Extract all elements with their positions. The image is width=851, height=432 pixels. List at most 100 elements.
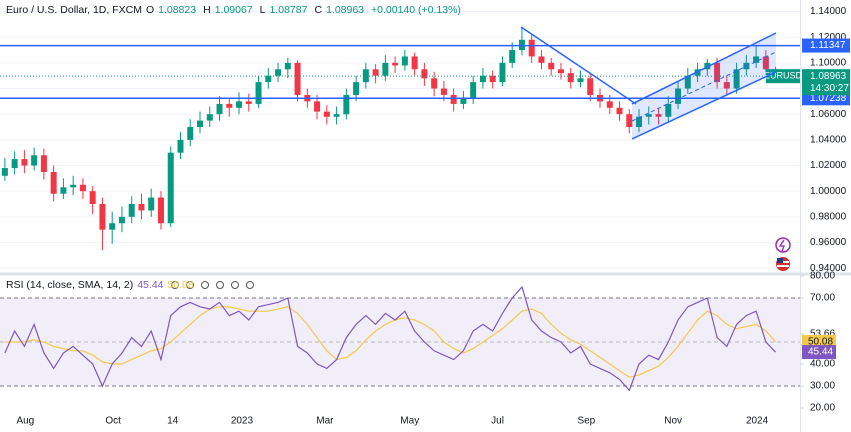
- candle-body: [79, 184, 86, 192]
- candle-body: [645, 114, 652, 117]
- candle-body: [206, 114, 213, 121]
- alert-icon-bolt: [778, 239, 785, 252]
- x-tick-label: Oct: [105, 416, 121, 427]
- candle-body: [284, 62, 291, 70]
- rsi-line: [4, 306, 777, 378]
- x-tick-label: 2024: [746, 416, 769, 427]
- x-tick-label: May: [400, 416, 419, 427]
- ohlc-key: H: [203, 4, 211, 16]
- rsi-header: RSI (14, close, SMA, 14, 2) 45.44 50.08: [6, 279, 194, 291]
- last-price-box: [802, 69, 850, 96]
- candle-body: [265, 75, 272, 83]
- rsi-header-icons: [171, 281, 254, 289]
- candle-body: [70, 184, 77, 188]
- price-label-box: [802, 38, 850, 53]
- candle-body: [489, 75, 496, 83]
- y-tick-label: 1.12000: [810, 32, 847, 43]
- candle-body: [40, 155, 47, 172]
- candle-body: [577, 78, 584, 83]
- change: +0.00140 (+0.13%): [371, 4, 461, 16]
- candle-body: [675, 88, 682, 104]
- candle-body: [557, 69, 564, 74]
- candle-body: [421, 69, 428, 79]
- price-label: 1.11347: [810, 40, 846, 51]
- candle-body: [723, 82, 730, 89]
- candle-body: [548, 62, 555, 70]
- y-tick-label: 80.00: [810, 271, 835, 282]
- channel-upper: [631, 32, 777, 105]
- candle-body: [236, 101, 243, 108]
- candle-body: [684, 75, 691, 89]
- flag-canton: [777, 258, 783, 263]
- alert-icon: [775, 237, 791, 253]
- candle-body: [197, 120, 203, 128]
- candle-body: [99, 204, 106, 230]
- rsi-value: 45.44: [137, 279, 164, 291]
- y-tick-label: 30.00: [810, 381, 835, 392]
- candle-body: [714, 62, 721, 83]
- candle-body: [450, 94, 457, 104]
- y-tick-label: 20.00: [810, 403, 835, 414]
- ohlc-value: 1.09067: [214, 4, 253, 16]
- candle-body: [440, 88, 447, 95]
- x-tick-label: Aug: [16, 416, 34, 427]
- candle-body: [636, 116, 643, 128]
- candle-body: [118, 216, 125, 224]
- x-tick-label: Sep: [577, 416, 595, 427]
- candle-body: [431, 78, 438, 89]
- candle-body: [109, 223, 116, 230]
- candle-body: [177, 139, 184, 153]
- candle-body: [31, 155, 38, 166]
- candle-body: [762, 56, 769, 70]
- ohlc-key: O: [145, 4, 155, 16]
- candle-body: [314, 101, 321, 112]
- rsi-pane: 80.0070.0053.6648.6840.0030.0020.00AugOc…: [0, 271, 836, 427]
- candle-body: [333, 114, 340, 117]
- hidden-icon: [201, 281, 209, 289]
- candle-body: [226, 103, 233, 108]
- candle-body: [392, 62, 399, 66]
- candle-body: [401, 56, 408, 66]
- x-tick-label: Mar: [316, 416, 334, 427]
- value-label: 50.08: [808, 336, 833, 347]
- candle-body: [60, 187, 67, 194]
- ohlc-value: 1.08823: [158, 4, 197, 16]
- hidden-icon: [231, 281, 239, 289]
- rsi-title: RSI (14, close, SMA, 14, 2): [6, 279, 134, 291]
- candle-body: [1, 168, 8, 176]
- hidden-icon: [171, 281, 179, 289]
- candle-body: [21, 159, 28, 166]
- x-tick-label: Nov: [664, 416, 682, 427]
- candle-body: [626, 114, 633, 128]
- candle-body: [372, 69, 379, 76]
- y-tick-label: 1.10000: [810, 58, 847, 69]
- candle-body: [499, 62, 506, 83]
- countdown-label: 14:30:27: [810, 83, 849, 94]
- candle-body: [216, 103, 223, 115]
- candle-body: [470, 82, 477, 99]
- candle-body: [616, 107, 623, 115]
- y-tick-label: 1.00000: [810, 186, 847, 197]
- price-label: 1.07238: [810, 93, 847, 104]
- candle-body: [255, 82, 262, 104]
- channel-lower: [631, 71, 777, 140]
- candle-body: [148, 197, 155, 211]
- candle-body: [50, 171, 57, 194]
- y-tick-label: 40.00: [810, 359, 835, 370]
- symbol-title: Euro / U.S. Dollar, 1D, FXCM: [6, 4, 142, 16]
- y-tick-label: 53.66: [810, 329, 835, 340]
- ohlc-key: C: [314, 4, 323, 16]
- candle-body: [509, 50, 516, 63]
- candle-body: [89, 191, 96, 204]
- candle-body: [655, 114, 662, 117]
- candle-body: [606, 101, 613, 108]
- y-tick-label: 0.96000: [810, 237, 847, 248]
- candle-body: [138, 204, 145, 211]
- value-label: 45.44: [808, 347, 833, 358]
- flag-stripe: [777, 265, 789, 267]
- hidden-icon: [186, 281, 194, 289]
- candle-body: [460, 98, 467, 104]
- sma-value: 50.08: [167, 279, 194, 291]
